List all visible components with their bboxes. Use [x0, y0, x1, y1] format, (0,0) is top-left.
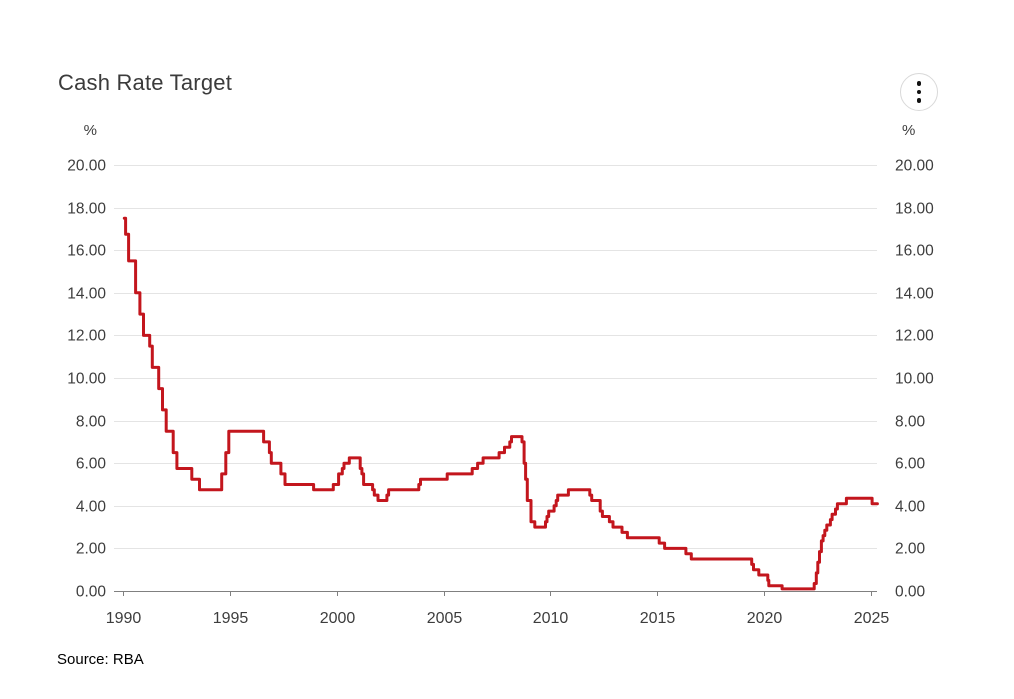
y-tick-label-right: 14.00: [895, 286, 934, 303]
chart-plot-area[interactable]: 0.00 0.00 2.00 2.00 4.00 4.00 6.00 6.00 8.00 8.00…: [0, 0, 1014, 645]
y-tick-label-right: 2.00: [895, 541, 926, 558]
chart-title: Cash Rate Target: [58, 70, 233, 95]
y-tick-label-left: 20.00: [67, 158, 106, 175]
x-tick-label: 2010: [533, 610, 569, 627]
y-tick-label-right: 10.00: [895, 371, 934, 388]
y-tick-label-left: 4.00: [76, 499, 107, 516]
y-tick-label-left: 8.00: [76, 414, 107, 431]
y-tick-label-right: 0.00: [895, 584, 926, 601]
y-tick-label-left: 0.00: [76, 584, 107, 601]
cash-rate-line: [122, 216, 879, 591]
y-tick-label-right: 8.00: [895, 414, 926, 431]
x-tick-label: 2025: [854, 610, 890, 627]
y-tick-label-right: 18.00: [895, 201, 934, 218]
x-tick-label: 1995: [213, 610, 249, 627]
y-tick-label-right: 6.00: [895, 456, 926, 473]
y-tick-label-left: 10.00: [67, 371, 106, 388]
y-tick-label-right: 16.00: [895, 243, 934, 260]
y-tick-label-left: 6.00: [76, 456, 107, 473]
y-tick-label-left: 12.00: [67, 328, 106, 345]
kebab-menu-icon: [916, 81, 922, 86]
y-tick-label-left: 14.00: [67, 286, 106, 303]
y-tick-label-left: 16.00: [67, 243, 106, 260]
source-label: Source: RBA: [57, 651, 144, 668]
y-tick-label-left: 2.00: [76, 541, 107, 558]
y-axis-unit-right: %: [902, 122, 915, 139]
y-axis-unit-left: %: [84, 122, 97, 139]
y-tick-label-right: 12.00: [895, 328, 934, 345]
kebab-menu-button[interactable]: [900, 73, 938, 111]
y-tick-label-left: 18.00: [67, 201, 106, 218]
kebab-menu-icon: [916, 98, 922, 103]
x-tick-label: 2005: [427, 610, 463, 627]
y-tick-label-right: 20.00: [895, 158, 934, 175]
x-tick-label: 1990: [106, 610, 142, 627]
x-tick-label: 2020: [747, 610, 783, 627]
kebab-menu-icon: [916, 89, 922, 95]
y-tick-label-right: 4.00: [895, 499, 926, 516]
x-tick-label: 2000: [320, 610, 356, 627]
x-tick-label: 2015: [640, 610, 676, 627]
